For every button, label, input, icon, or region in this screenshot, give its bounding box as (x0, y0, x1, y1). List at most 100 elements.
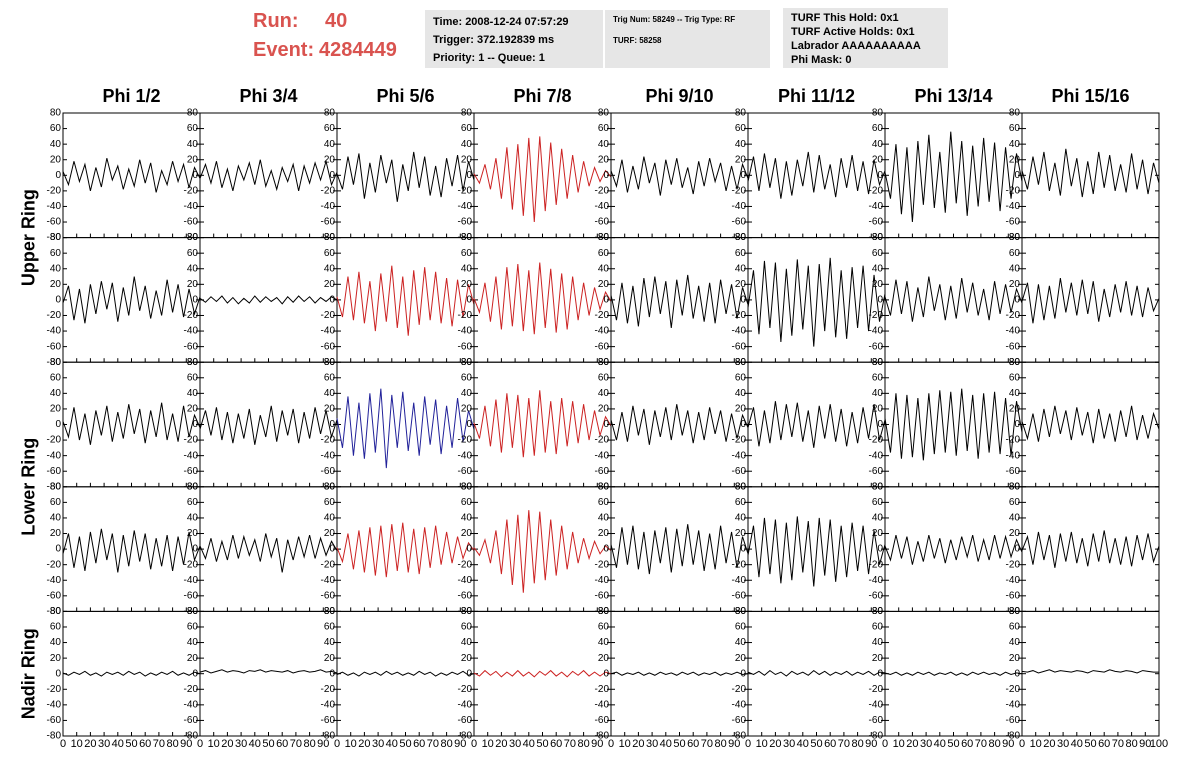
y-tick-label: 40 (50, 388, 62, 399)
y-tick-label: 60 (187, 248, 199, 259)
x-tick-label: 90 (1002, 738, 1014, 750)
trigger: Trigger: 372.192839 ms (433, 34, 555, 46)
x-tick-label: 30 (1057, 738, 1069, 750)
y-tick-label: 60 (1009, 372, 1021, 383)
y-tick-label: 40 (187, 263, 199, 274)
y-tick-label: -60 (458, 466, 473, 477)
y-tick-label: -60 (1006, 590, 1021, 601)
y-tick-label: 20 (324, 404, 336, 415)
panel-frame (336, 237, 475, 363)
y-tick-label: 80 (598, 481, 610, 492)
x-tick-label: 80 (988, 738, 1000, 750)
y-tick-label: 60 (735, 372, 747, 383)
y-tick-label: 20 (461, 279, 473, 290)
waveform (199, 669, 338, 674)
y-tick-label: -20 (595, 310, 610, 321)
panel-frame (62, 237, 201, 363)
y-tick-label: -60 (595, 341, 610, 352)
y-tick-label: -60 (321, 715, 336, 726)
x-tick-label: 20 (906, 738, 918, 750)
y-tick-label: 60 (461, 372, 473, 383)
waveform (336, 151, 475, 202)
y-tick-label: -20 (184, 435, 199, 446)
panel-frame (884, 112, 1023, 239)
y-tick-label: -40 (321, 450, 336, 461)
ring-label: Nadir Ring (19, 628, 39, 719)
y-tick-label: -80 (47, 606, 62, 617)
y-tick-label: 20 (50, 404, 62, 415)
y-tick-label: -60 (321, 590, 336, 601)
y-tick-label: 0 (877, 544, 883, 555)
waveform (336, 522, 475, 578)
x-tick-label: 40 (386, 738, 398, 750)
y-tick-label: 80 (324, 108, 336, 119)
y-tick-label: 40 (598, 388, 610, 399)
y-tick-label: -80 (184, 731, 199, 742)
y-tick-label: 80 (461, 481, 473, 492)
y-tick-label: -60 (732, 217, 747, 228)
panel-frame (62, 361, 201, 488)
y-tick-label: -80 (869, 731, 884, 742)
y-tick-label: 0 (740, 295, 746, 306)
y-tick-label: 60 (324, 123, 336, 134)
y-tick-label: 0 (1014, 668, 1020, 679)
x-tick-label: 90 (728, 738, 740, 750)
waveform (336, 388, 475, 469)
y-tick-label: 20 (598, 404, 610, 415)
y-tick-label: 80 (1009, 357, 1021, 368)
y-tick-label: 0 (740, 419, 746, 430)
x-tick-label: 60 (687, 738, 699, 750)
y-tick-label: -40 (184, 450, 199, 461)
panel-frame (199, 361, 338, 488)
y-tick-label: -40 (321, 326, 336, 337)
y-tick-label: 40 (461, 388, 473, 399)
y-tick-label: 20 (187, 404, 199, 415)
panel-frame (1021, 610, 1160, 737)
x-tick-label: 10 (482, 738, 494, 750)
y-tick-label: -40 (47, 450, 62, 461)
y-tick-label: 60 (187, 372, 199, 383)
y-tick-label: 20 (1009, 653, 1021, 664)
y-tick-label: -20 (869, 186, 884, 197)
y-tick-label: 40 (598, 263, 610, 274)
y-tick-label: 80 (324, 481, 336, 492)
x-tick-label: 70 (427, 738, 439, 750)
y-tick-label: 0 (192, 419, 198, 430)
column-label: Phi 5/6 (376, 86, 434, 106)
x-tick-label: 80 (851, 738, 863, 750)
y-tick-label: 40 (187, 513, 199, 524)
y-tick-label: 80 (50, 232, 62, 243)
x-tick-label: 30 (920, 738, 932, 750)
y-tick-label: -20 (458, 684, 473, 695)
y-tick-label: 60 (461, 497, 473, 508)
y-tick-label: -20 (458, 186, 473, 197)
y-tick-label: 60 (1009, 497, 1021, 508)
y-tick-label: 40 (324, 637, 336, 648)
x-tick-label: 30 (783, 738, 795, 750)
y-tick-label: 0 (603, 170, 609, 181)
y-tick-label: 0 (740, 170, 746, 181)
waveform (884, 388, 1023, 461)
y-tick-label: 80 (1009, 606, 1021, 617)
y-tick-label: -40 (1006, 326, 1021, 337)
x-tick-label: 60 (276, 738, 288, 750)
y-tick-label: 20 (187, 279, 199, 290)
y-tick-label: 20 (50, 154, 62, 165)
y-tick-label: 80 (187, 232, 199, 243)
time-box: Time: 2008-12-24 07:57:29 Trigger: 372.1… (425, 10, 603, 68)
panel-frame (199, 237, 338, 363)
waveform (62, 402, 201, 445)
x-tick-label: 100 (1150, 738, 1168, 750)
y-tick-label: 0 (55, 419, 61, 430)
y-tick-label: -60 (184, 217, 199, 228)
x-tick-label: 10 (619, 738, 631, 750)
y-tick-label: 80 (50, 606, 62, 617)
y-tick-label: -20 (732, 559, 747, 570)
x-tick-label: 40 (934, 738, 946, 750)
y-tick-label: -60 (47, 590, 62, 601)
x-tick-label: 80 (166, 738, 178, 750)
x-tick-label: 10 (893, 738, 905, 750)
x-tick-label: 60 (139, 738, 151, 750)
waveform (1021, 530, 1160, 568)
y-tick-label: 20 (735, 279, 747, 290)
